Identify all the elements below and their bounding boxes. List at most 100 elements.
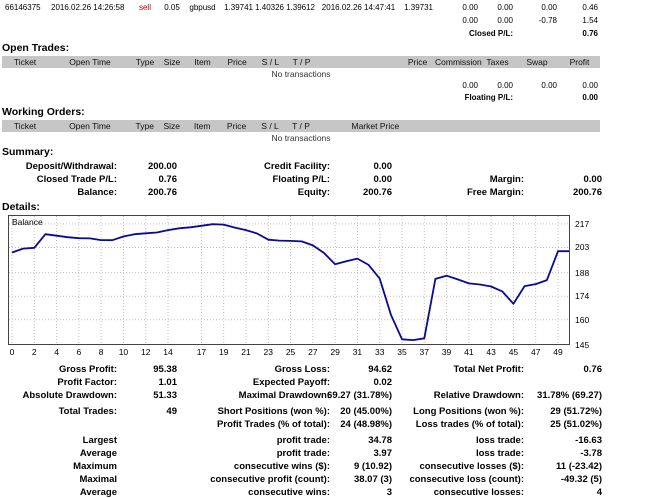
col-header-profit: Profit [569, 57, 590, 67]
stat-label: Equity: [297, 187, 330, 198]
y-tick-label: 188 [575, 267, 590, 278]
y-tick-label: 203 [575, 242, 590, 253]
stat-label: Closed Trade P/L: [36, 174, 117, 185]
stat-value: 0.76 [158, 174, 178, 185]
col-header-size: Size [163, 57, 181, 67]
stat-value: 200.76 [572, 187, 602, 198]
x-tick-label: 10 [118, 347, 129, 357]
col-header-price: Price [226, 121, 247, 131]
closed-trade-profit: 0.46 [582, 3, 598, 12]
stat-label: Deposit/Withdrawal: [25, 161, 117, 172]
x-tick-label: 39 [441, 347, 452, 357]
open-trades-header-row: Ticket Open Time Type Size Item Price S / L T /… [2, 56, 600, 68]
stat-label: consecutive wins: [248, 487, 330, 498]
stat-value: 94.62 [368, 364, 392, 375]
stat-label: profit trade: [276, 448, 330, 459]
stat-value: 0.76 [583, 364, 603, 375]
stats-row: Average profit trade: 3.97 loss trade: -3.78 [2, 447, 602, 460]
stat-value: 20 (45.00%) [340, 406, 392, 417]
stats-row: Total Trades: 49 Short Positions (won %): 2… [2, 405, 602, 418]
x-tick-label: 35 [397, 347, 407, 357]
stats-row: Maximum consecutive wins ($): 9 (10.92) con… [2, 460, 602, 473]
stat-value: 25 (51.02%) [550, 419, 602, 430]
x-tick-label: 4 [54, 347, 59, 357]
stat-value: 9 (10.92) [353, 461, 392, 472]
closed-trade-type: sell [138, 3, 151, 12]
stat-value: 24 (48.98%) [340, 419, 392, 430]
col-header-open-time: Open Time [69, 57, 111, 67]
stat-label: Floating P/L: [272, 174, 330, 185]
x-tick-label: 6 [76, 347, 82, 357]
stat-label: Credit Facility: [264, 161, 330, 172]
stat-label: consecutive wins ($): [233, 461, 330, 472]
stat-value: 1.01 [158, 377, 178, 388]
stat-value: 3.97 [373, 448, 393, 459]
closed-trade-totals-row: 0.00 0.00 -0.78 1.54 [2, 14, 600, 27]
stat-label: consecutive profit (count): [210, 474, 330, 485]
col-header-price: Price [407, 57, 428, 67]
x-tick-label: 8 [98, 347, 104, 357]
stat-label: Gross Profit: [58, 364, 117, 375]
no-transactions-text: No transactions [271, 69, 331, 79]
floating-pl-row: Floating P/L: 0.00 [2, 92, 600, 104]
col-header-item: Item [194, 57, 211, 67]
stat-label: Profit Factor: [57, 377, 117, 388]
stats-row: Absolute Drawdown: 51.33 Maximal Drawdown:… [2, 389, 602, 402]
stat-label: consecutive loss (count): [409, 474, 524, 485]
stat-value: -3.78 [580, 448, 602, 459]
stat-value: 69.27 (31.78%) [327, 390, 392, 401]
closed-trade-taxes: 0.00 [497, 3, 513, 12]
x-tick-label: 45 [508, 347, 519, 357]
balance-chart: Balance 0 2 4 6 8 10 12 14 17 19 21 23 25 27 29 31 33 35 3… [8, 215, 640, 359]
stat-value: 49 [166, 406, 177, 417]
working-orders-header-row: Ticket Open Time Type Size Item Price S / L T /… [2, 120, 600, 132]
stat-label: consecutive losses ($): [419, 461, 524, 472]
stat-value: 4 [596, 487, 602, 498]
stat-label: consecutive losses: [433, 487, 524, 498]
col-header-t-p: T / P [292, 57, 311, 67]
col-header-market-price: Market Price [351, 121, 400, 131]
x-tick-label: 25 [285, 347, 296, 357]
summary-heading: Summary: [2, 146, 54, 158]
stats-row: Maximal consecutive profit (count): 38.07 … [2, 473, 603, 486]
closed-trade-row: 66146375 2016.02.26 14:26:58 sell 0.05 gbpus… [2, 1, 600, 14]
y-tick-label: 160 [575, 314, 590, 325]
col-header-commission: Commission [435, 57, 482, 67]
x-tick-label: 37 [419, 347, 430, 357]
closed-pl-row: Closed P/L: 0.76 [2, 27, 600, 40]
profit-total: 1.54 [582, 16, 598, 25]
closed-trade-close_time: 2016.02.26 14:47:41 [321, 3, 396, 12]
closed-trade-sl: 1.40326 [255, 3, 284, 12]
stats-row: Gross Profit: 95.38 Gross Loss: 94.62 Total … [2, 363, 602, 376]
stat-label: Relative Drawdown: [433, 390, 524, 401]
x-tick-label: 12 [140, 347, 151, 357]
y-tick-label: 217 [575, 218, 590, 229]
col-header-price: Price [227, 57, 247, 67]
stat-label: loss trade: [475, 448, 524, 459]
col-header-type: Type [135, 121, 154, 131]
taxes-total: 0.00 [497, 16, 513, 25]
col-header-open-time: Open Time [69, 121, 111, 131]
stat-label: Loss trades (% of total): [415, 419, 524, 430]
col-header-size: Size [163, 121, 180, 131]
stat-value: 0.00 [373, 161, 393, 172]
commission-total: 0.00 [462, 16, 478, 25]
closed-trade-ticket: 66146375 [5, 3, 41, 12]
stat-label: profit trade: [276, 435, 330, 446]
stat-label: Margin: [489, 174, 524, 185]
open-trades-empty-row: No transactions [2, 68, 600, 80]
stat-value: 0.00 [583, 174, 603, 185]
x-tick-label: 23 [263, 347, 274, 357]
stat-value: 11 (-23.42) [556, 461, 602, 472]
x-tick-label: 2 [31, 347, 37, 357]
stat-value: 38.07 (3) [353, 474, 392, 485]
stat-label: Short Positions (won %): [217, 406, 330, 417]
stat-label: Free Margin: [466, 187, 524, 198]
closed-trade-size: 0.05 [164, 3, 180, 12]
stat-label: Maximal [79, 474, 118, 485]
col-header-blank [317, 56, 400, 68]
balance-chart-plot [8, 215, 570, 345]
open-trades-totals-row: 0.00 0.00 0.00 0.00 [2, 80, 600, 92]
stats-row: Profit Trades (% of total): 24 (48.98%) Lo… [2, 418, 602, 431]
